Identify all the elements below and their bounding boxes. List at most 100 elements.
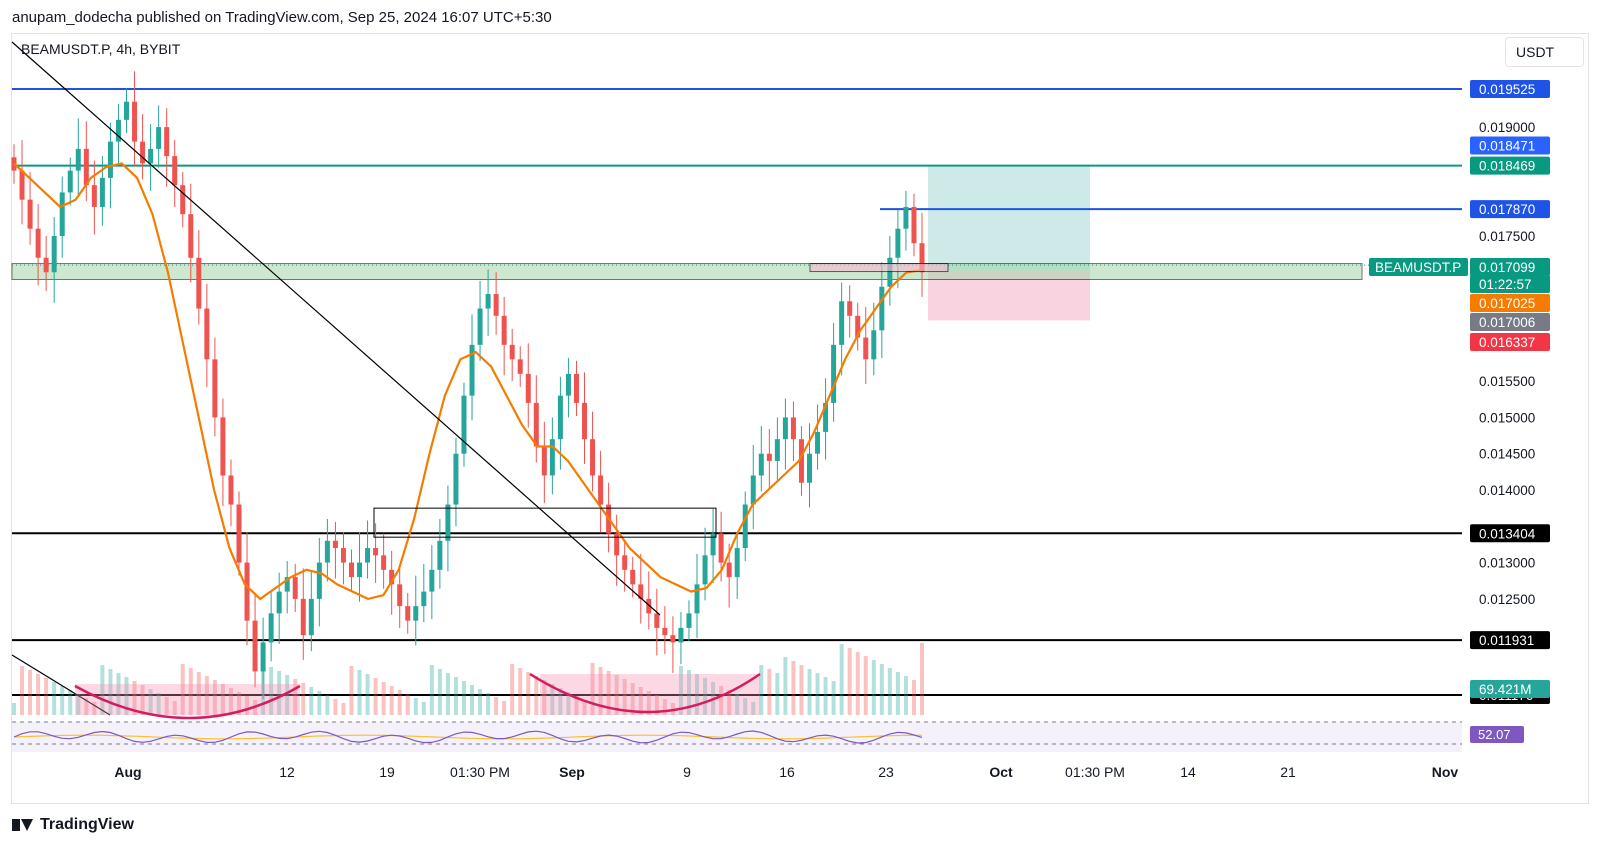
- candle-body: [260, 642, 266, 672]
- candle-body: [750, 475, 756, 505]
- volume-bar: [558, 688, 563, 715]
- candle-body: [766, 453, 772, 461]
- volume-bar: [140, 685, 145, 715]
- volume-bar: [839, 644, 844, 715]
- volume-bar: [453, 677, 458, 715]
- volume-bar: [903, 676, 908, 715]
- volume-bar: [767, 669, 772, 715]
- candle-body: [75, 148, 81, 171]
- candle-body: [598, 475, 604, 505]
- volume-bar: [799, 665, 804, 715]
- candle-body: [67, 170, 73, 193]
- volume-bar: [719, 686, 724, 715]
- volume-bar: [574, 696, 579, 715]
- volume-bar: [920, 643, 924, 715]
- symbol-price-tag: [1369, 258, 1468, 276]
- candle-body: [654, 613, 660, 628]
- price-tag: [1470, 333, 1550, 351]
- volume-tag: [1470, 680, 1550, 698]
- candle-body: [348, 562, 354, 578]
- price-axis: 0.019000 0.017500 0.015500 0.015000 0.014500…: [1369, 79, 1550, 704]
- candle-body: [678, 627, 684, 643]
- volume-bar: [743, 698, 748, 715]
- volume-bar: [212, 680, 217, 715]
- tradingview-logo-icon: [12, 819, 34, 831]
- x-tick-label: Oct: [989, 764, 1013, 780]
- rsi-value: 52.07: [1478, 727, 1511, 742]
- candle-body: [798, 439, 804, 483]
- volume-bar: [815, 673, 820, 715]
- volume-bar: [703, 678, 708, 715]
- candle-body: [156, 127, 162, 149]
- candle-body: [501, 315, 507, 345]
- volume-bar: [60, 686, 65, 715]
- volume-bar: [156, 693, 161, 715]
- candle-body: [541, 446, 547, 476]
- y-tick-label: 0.013000: [1479, 556, 1535, 571]
- trend-line-lower: [11, 654, 111, 716]
- volume-bar: [855, 652, 860, 715]
- volume-bar: [245, 696, 250, 715]
- symbol-title: BEAMUSDT.P, 4h, BYBIT: [21, 41, 181, 57]
- candle-body: [461, 395, 467, 454]
- brand-name: TradingView: [40, 816, 134, 833]
- y-tick-label: 0.014000: [1479, 483, 1535, 498]
- target-zone: [928, 165, 1090, 272]
- candle-body: [252, 620, 258, 672]
- candle-body: [718, 533, 724, 563]
- price-tag-label: 0.017870: [1479, 202, 1535, 217]
- candles-layer: [11, 71, 925, 700]
- candle-body: [35, 228, 41, 258]
- candle-body: [83, 148, 89, 186]
- x-tick-label: 14: [1180, 764, 1196, 780]
- volume-bar: [172, 701, 177, 715]
- volume-bar: [437, 669, 442, 715]
- volume-bar: [12, 703, 16, 715]
- price-tag: [1470, 275, 1550, 293]
- candle-body: [284, 577, 290, 592]
- volume-bar: [293, 679, 298, 715]
- volume-bar: [863, 656, 868, 715]
- candle-body: [365, 548, 371, 563]
- volume-bar: [429, 665, 434, 715]
- candle-body: [855, 315, 861, 338]
- volume-bar: [461, 681, 466, 715]
- symbol-price-tag-label: BEAMUSDT.P: [1375, 260, 1461, 275]
- x-tick-label: 01:30 PM: [1065, 764, 1125, 780]
- tradingview-brand[interactable]: TradingView: [12, 816, 134, 834]
- candle-body: [863, 337, 869, 360]
- volume-bar: [92, 702, 97, 715]
- candle-body: [164, 127, 170, 157]
- candle-body: [630, 569, 636, 585]
- candle-body: [742, 504, 748, 549]
- price-tag: [1470, 258, 1550, 276]
- price-tag-label: 0.016337: [1479, 335, 1535, 350]
- currency-button[interactable]: USDT: [1505, 37, 1584, 67]
- volume-bar: [317, 691, 322, 715]
- volume-bar: [100, 665, 105, 715]
- candle-body: [212, 359, 218, 418]
- candle-body: [614, 533, 620, 556]
- y-tick-label: 0.019000: [1479, 120, 1535, 135]
- volume-bar: [775, 673, 780, 715]
- volume-bar: [204, 676, 209, 715]
- volume-bar: [526, 672, 531, 715]
- candle-body: [919, 243, 925, 273]
- volume-bar: [831, 681, 836, 715]
- candle-body: [413, 606, 419, 621]
- candle-body: [839, 301, 845, 345]
- volume-bar: [646, 691, 651, 715]
- x-tick-label: 01:30 PM: [450, 764, 510, 780]
- candle-body: [180, 185, 186, 215]
- candle-body: [389, 569, 395, 585]
- price-tag: [1470, 136, 1550, 155]
- candle-body: [276, 591, 282, 614]
- candle-body: [782, 417, 788, 440]
- rsi-ma-line: [13, 734, 923, 740]
- y-tick-label: 0.015500: [1479, 374, 1535, 389]
- volume-bar: [116, 673, 121, 715]
- x-tick-label: 19: [379, 764, 395, 780]
- volume-bar: [494, 697, 499, 715]
- volume-bar: [510, 664, 515, 715]
